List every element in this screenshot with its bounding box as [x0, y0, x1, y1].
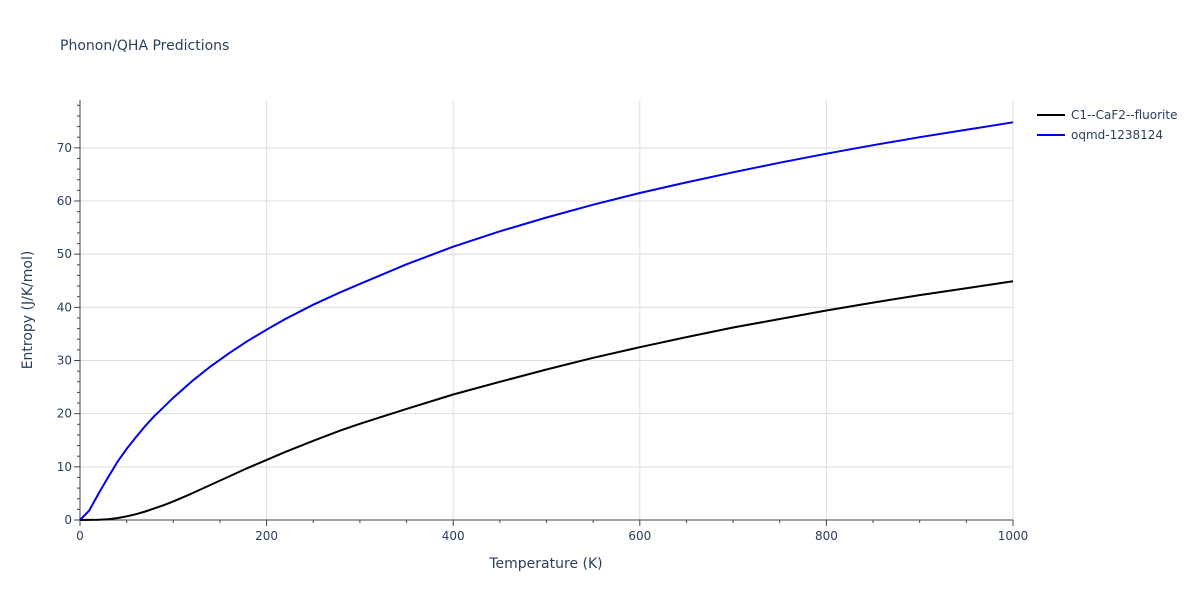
y-axis-label: Entropy (J/K/mol) [20, 251, 36, 370]
grid-lines [80, 100, 1014, 520]
y-tick-label: 10 [57, 460, 72, 474]
x-axis-label: Temperature (K) [488, 556, 602, 572]
y-tick-label: 70 [57, 141, 72, 155]
y-tick-label: 50 [57, 247, 72, 261]
y-tick-label: 30 [57, 354, 72, 368]
x-tick-label: 1000 [998, 529, 1029, 543]
legend[interactable]: C1--CaF2--fluorite oqmd-1238124 [1037, 108, 1177, 142]
series-lines [79, 121, 1014, 521]
axes: 0 200 400 600 800 1000 0 10 20 30 40 50 60 70 [57, 100, 1029, 543]
x-tick-label: 400 [442, 529, 465, 543]
legend-entry-label[interactable]: C1--CaF2--fluorite [1071, 108, 1177, 122]
y-tick-label: 40 [57, 300, 72, 314]
y-tick-label: 60 [57, 194, 72, 208]
series-line [79, 121, 1014, 521]
series-line [79, 280, 1014, 521]
y-tick-label: 0 [64, 513, 72, 527]
legend-entry-label[interactable]: oqmd-1238124 [1071, 128, 1163, 142]
x-tick-label: 0 [76, 529, 84, 543]
y-tick-label: 20 [57, 407, 72, 421]
x-tick-label: 800 [815, 529, 838, 543]
x-tick-label: 600 [628, 529, 651, 543]
x-tick-label: 200 [255, 529, 278, 543]
chart-title: Phonon/QHA Predictions [60, 38, 229, 54]
